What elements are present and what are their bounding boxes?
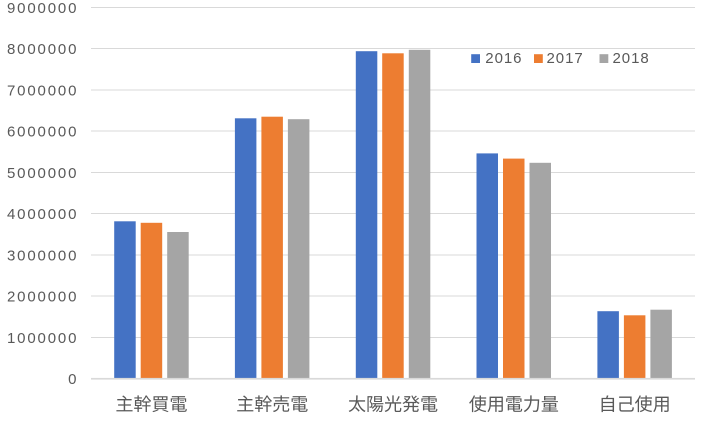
svg-text:5000000: 5000000 (7, 165, 78, 182)
svg-text:7000000: 7000000 (7, 82, 78, 99)
svg-text:0: 0 (68, 371, 78, 388)
svg-text:2016: 2016 (485, 50, 522, 67)
svg-text:2000000: 2000000 (7, 289, 78, 306)
svg-text:9000000: 9000000 (7, 0, 78, 17)
svg-text:8000000: 8000000 (7, 41, 78, 58)
svg-text:3000000: 3000000 (7, 247, 78, 264)
svg-text:6000000: 6000000 (7, 124, 78, 141)
svg-text:1000000: 1000000 (7, 330, 78, 347)
svg-text:2018: 2018 (613, 50, 650, 67)
svg-text:2017: 2017 (547, 50, 584, 67)
svg-text:4000000: 4000000 (7, 206, 78, 223)
